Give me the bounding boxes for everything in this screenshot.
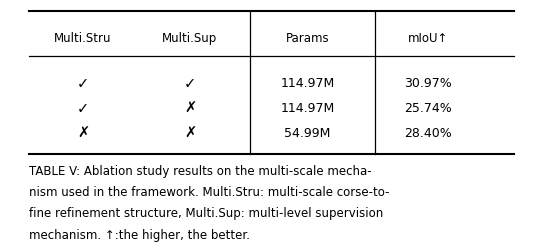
Text: ✓: ✓	[77, 101, 89, 116]
Text: 114.97M: 114.97M	[280, 102, 335, 115]
Text: nism used in the framework. Multi.Stru: multi-scale corse-to-: nism used in the framework. Multi.Stru: …	[29, 186, 390, 199]
Text: 114.97M: 114.97M	[280, 77, 335, 90]
Text: 25.74%: 25.74%	[404, 102, 452, 115]
Text: Params: Params	[286, 32, 330, 45]
Text: ✗: ✗	[184, 101, 196, 116]
Text: fine refinement structure, Multi.Sup: multi-level supervision: fine refinement structure, Multi.Sup: mu…	[29, 208, 384, 220]
Text: 30.97%: 30.97%	[404, 77, 452, 90]
Text: ✗: ✗	[77, 126, 89, 141]
Text: TABLE V: Ablation study results on the multi-scale mecha-: TABLE V: Ablation study results on the m…	[29, 165, 372, 178]
Text: mechanism. ↑:the higher, the better.: mechanism. ↑:the higher, the better.	[29, 229, 250, 242]
Text: ✗: ✗	[184, 126, 196, 141]
Text: 54.99M: 54.99M	[285, 127, 331, 140]
Text: Multi.Sup: Multi.Sup	[162, 32, 218, 45]
Text: mIoU↑: mIoU↑	[408, 32, 448, 45]
Text: 28.40%: 28.40%	[404, 127, 452, 140]
Text: ✓: ✓	[184, 76, 196, 91]
Text: Multi.Stru: Multi.Stru	[54, 32, 112, 45]
Text: ✓: ✓	[77, 76, 89, 91]
